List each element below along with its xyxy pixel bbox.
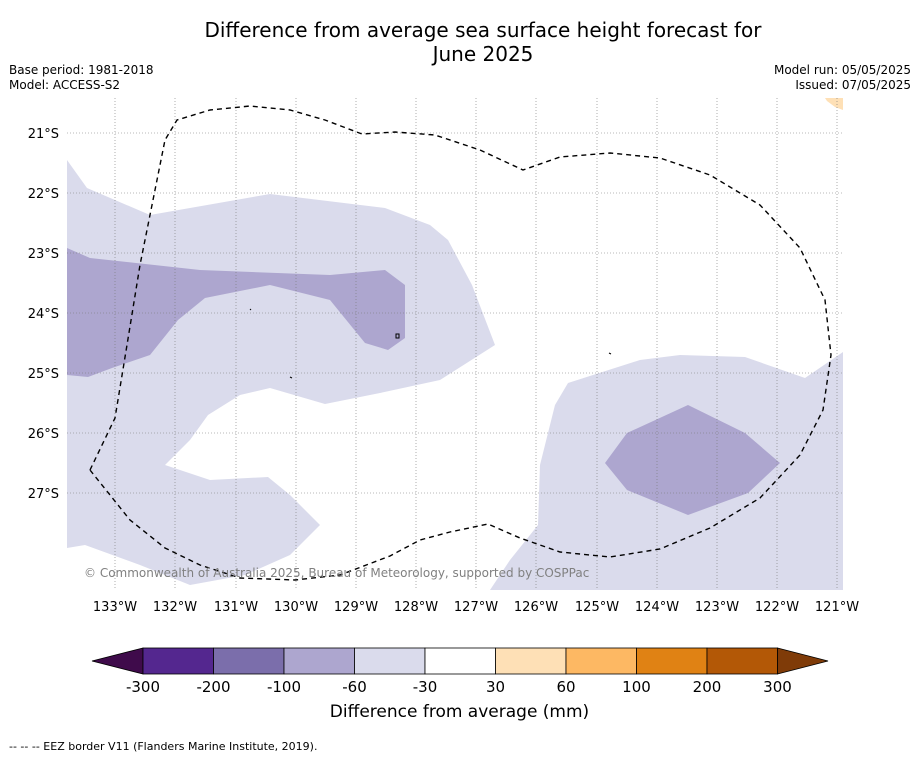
eez-border <box>89 105 832 581</box>
lat-label: 21°S <box>28 127 59 142</box>
lat-label: 26°S <box>28 427 59 442</box>
anomaly-region-west-medium <box>67 248 405 377</box>
colorbar-tick-label: -300 <box>126 678 160 696</box>
colorbar-segment <box>354 647 426 675</box>
latitude-labels: 21°S 22°S 23°S 24°S 25°S 26°S 27°S <box>28 127 59 502</box>
meta-left: Base period: 1981-2018 Model: ACCESS-S2 <box>9 63 154 93</box>
longitude-labels: 133°W 132°W 131°W 130°W 129°W 128°W 127°… <box>93 600 859 615</box>
colorbar-tick-label: 60 <box>556 678 575 696</box>
lon-label: 121°W <box>815 600 859 615</box>
lat-label: 22°S <box>28 187 59 202</box>
colorbar-tick-label: 300 <box>763 678 792 696</box>
lon-label: 132°W <box>153 600 197 615</box>
lon-label: 126°W <box>514 600 558 615</box>
lon-label: 129°W <box>334 600 378 615</box>
colorbar-max-extend <box>777 647 829 675</box>
anomaly-region-northeast-orange <box>825 98 843 110</box>
colorbar-tick-label: 30 <box>486 678 505 696</box>
base-period-text: Base period: 1981-2018 <box>9 63 154 77</box>
lat-label: 27°S <box>28 487 59 502</box>
copyright-text: © Commonwealth of Australia 2025, Bureau… <box>84 566 589 580</box>
colorbar-segment <box>424 647 496 675</box>
colorbar-tick-label: -200 <box>196 678 230 696</box>
small-contour-marks <box>249 308 612 379</box>
lon-label: 125°W <box>575 600 619 615</box>
map-title: Difference from average sea surface heig… <box>183 18 783 66</box>
colorbar-tick-label: -30 <box>413 678 438 696</box>
anomaly-region-southeast-medium <box>605 405 780 515</box>
colorbar-segment <box>565 647 637 675</box>
anomaly-fields <box>67 98 843 590</box>
colorbar-segment <box>636 647 708 675</box>
lat-label: 25°S <box>28 367 59 382</box>
model-run-text: Model run: 05/05/2025 <box>773 63 911 77</box>
colorbar-label: Difference from average (mm) <box>329 702 590 722</box>
colorbar-tick-label: 100 <box>622 678 651 696</box>
colorbar-segment <box>142 647 214 675</box>
lat-label: 24°S <box>28 307 59 322</box>
meta-right: Model run: 05/05/2025 Issued: 07/05/2025 <box>774 63 911 93</box>
colorbar-segment <box>495 647 567 675</box>
title-line-2: June 2025 <box>432 42 534 66</box>
lon-label: 122°W <box>755 600 799 615</box>
anomaly-region-west-light <box>67 160 495 585</box>
colorbar-tick-label: -60 <box>342 678 367 696</box>
graticule <box>67 98 843 590</box>
colorbar-min-extend <box>91 647 144 675</box>
colorbar <box>91 647 829 675</box>
eez-footnote: -- -- -- EEZ border V11 (Flanders Marine… <box>9 740 318 753</box>
lon-label: 131°W <box>214 600 258 615</box>
lat-label: 23°S <box>28 247 59 262</box>
lon-label: 128°W <box>394 600 438 615</box>
colorbar-tick-label: -100 <box>267 678 301 696</box>
lon-label: 133°W <box>93 600 137 615</box>
colorbar-tick-label: 200 <box>693 678 722 696</box>
colorbar-segment <box>283 647 355 675</box>
colorbar-ticks: -300 -200 -100 -60 -30 30 60 100 200 300 <box>126 678 792 696</box>
lon-label: 124°W <box>635 600 679 615</box>
lon-label: 130°W <box>274 600 318 615</box>
lon-label: 127°W <box>454 600 498 615</box>
issued-text: Issued: 07/05/2025 <box>795 78 911 92</box>
model-text: Model: ACCESS-S2 <box>9 78 121 92</box>
colorbar-segment <box>213 647 285 675</box>
title-line-1: Difference from average sea surface heig… <box>204 18 762 42</box>
colorbar-segment <box>706 647 778 675</box>
lon-label: 123°W <box>695 600 739 615</box>
